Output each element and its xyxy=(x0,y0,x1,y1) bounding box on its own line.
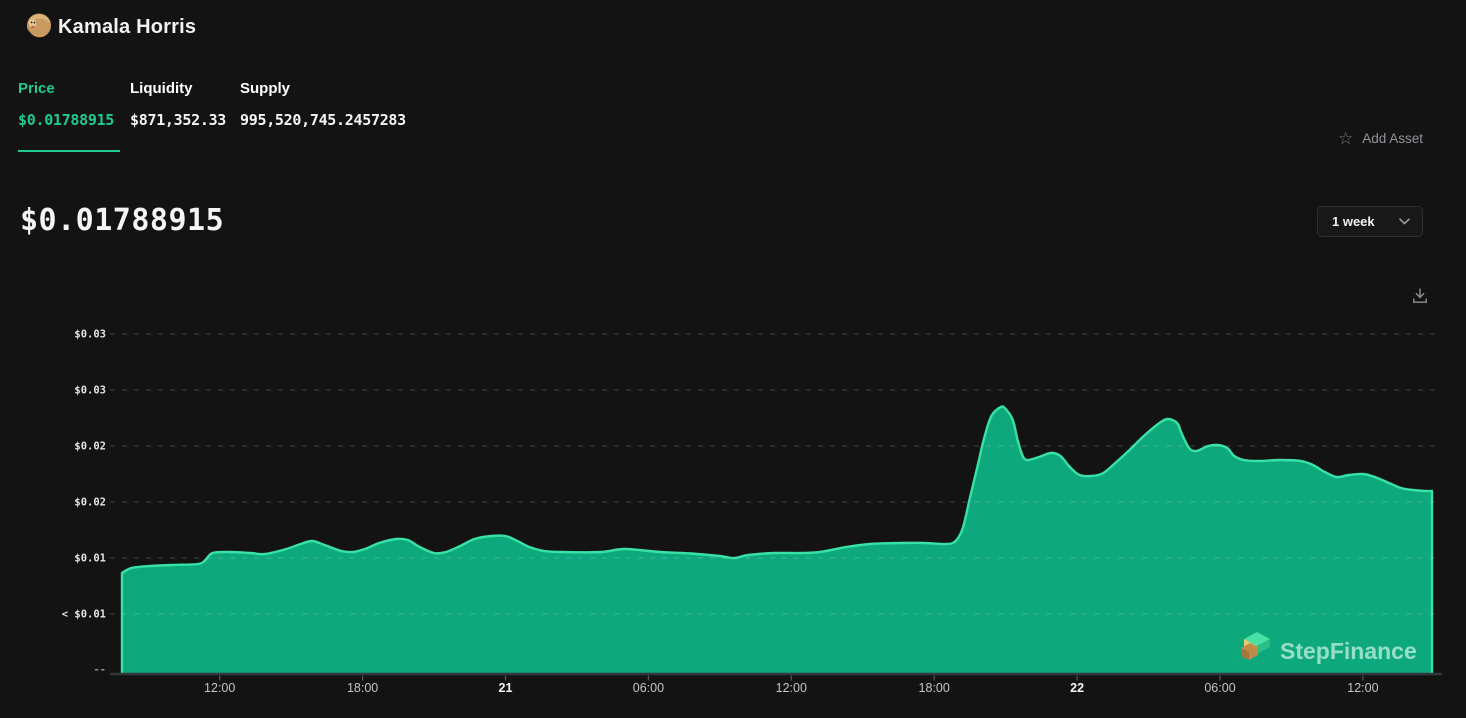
tab-price[interactable]: Price $0.01788915 xyxy=(18,80,120,129)
tab-price-value: $0.01788915 xyxy=(18,111,115,129)
x-axis-label: 18:00 xyxy=(347,681,378,695)
token-avatar xyxy=(27,13,51,39)
tab-supply-label: Supply xyxy=(240,80,291,97)
tab-liquidity-value: $871,352.33 xyxy=(130,111,227,129)
star-icon: ☆ xyxy=(1338,129,1354,148)
download-icon xyxy=(1413,288,1427,303)
x-axis-label: 12:00 xyxy=(776,681,807,695)
tab-liquidity-label: Liquidity xyxy=(130,80,193,97)
price-area-fill xyxy=(122,406,1432,674)
stepfinance-logo-icon xyxy=(1241,648,1249,660)
x-axis-label: 06:00 xyxy=(1204,681,1235,695)
y-axis-label: < $0.01 xyxy=(62,609,106,621)
time-range-selector[interactable]: 1 week xyxy=(1317,206,1423,237)
x-axis-label: 12:00 xyxy=(204,681,235,695)
y-axis-label: $0.03 xyxy=(74,385,106,397)
x-axis-label: 06:00 xyxy=(633,681,664,695)
tab-supply[interactable]: Supply 995,520,745.2457283 xyxy=(240,80,406,129)
stepfinance-logo-icon xyxy=(1257,639,1270,654)
page-title: Kamala Horris xyxy=(58,16,197,38)
x-axis-label: 18:00 xyxy=(919,681,950,695)
add-asset-label: Add Asset xyxy=(1362,131,1424,146)
time-range-value: 1 week xyxy=(1332,214,1375,229)
stepfinance-watermark: StepFinance xyxy=(1241,632,1417,664)
price-line xyxy=(120,405,1434,674)
stepfinance-watermark-text: StepFinance xyxy=(1280,638,1417,664)
tab-liquidity[interactable]: Liquidity $871,352.33 xyxy=(130,80,226,129)
tab-supply-value: 995,520,745.2457283 xyxy=(240,111,406,129)
y-axis-label: $0.01 xyxy=(74,553,106,565)
y-axis-label: -- xyxy=(93,664,106,676)
download-chart-button[interactable] xyxy=(1409,286,1431,308)
y-axis-label: $0.02 xyxy=(74,497,106,509)
x-axis-label: 22 xyxy=(1070,681,1084,695)
x-axis-label: 12:00 xyxy=(1347,681,1378,695)
tab-price-label: Price xyxy=(18,80,55,97)
y-axis-label: $0.03 xyxy=(74,329,106,341)
y-axis-label: $0.02 xyxy=(74,441,106,453)
add-asset-button[interactable]: ☆ Add Asset xyxy=(1336,128,1425,149)
x-axis-label: 21 xyxy=(499,681,513,695)
active-tab-underline xyxy=(18,150,120,152)
chevron-down-icon xyxy=(1399,218,1410,225)
current-price: $0.01788915 xyxy=(20,203,225,238)
